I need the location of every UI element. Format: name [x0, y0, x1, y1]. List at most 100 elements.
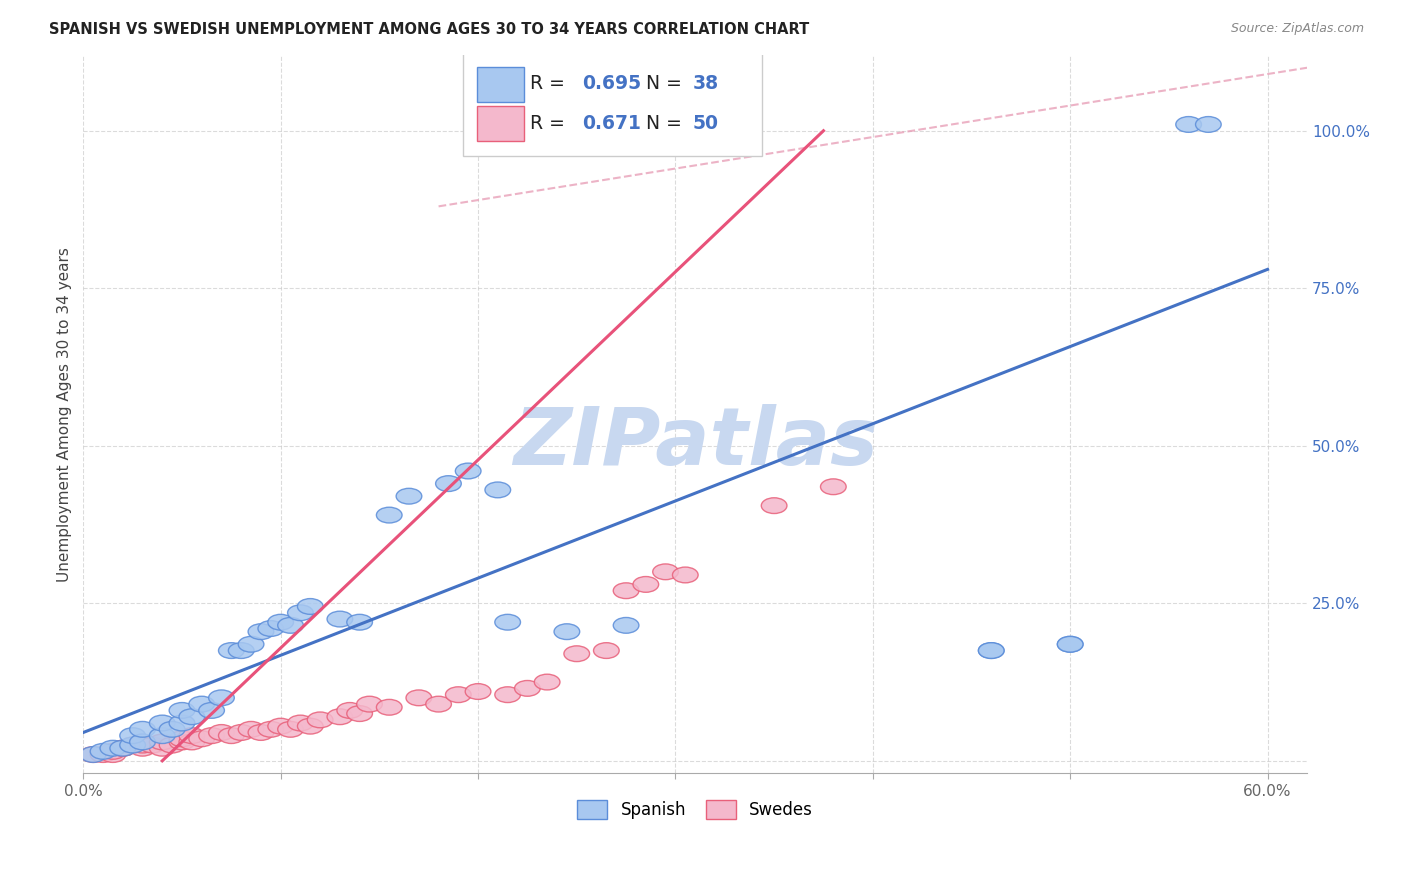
Ellipse shape	[288, 605, 314, 621]
Ellipse shape	[188, 731, 215, 747]
Ellipse shape	[129, 734, 155, 750]
Ellipse shape	[377, 508, 402, 523]
Ellipse shape	[485, 482, 510, 498]
Ellipse shape	[120, 728, 145, 744]
Ellipse shape	[979, 643, 1004, 658]
Ellipse shape	[188, 697, 215, 712]
Ellipse shape	[228, 643, 254, 658]
Ellipse shape	[979, 643, 1004, 658]
Y-axis label: Unemployment Among Ages 30 to 34 years: Unemployment Among Ages 30 to 34 years	[58, 247, 72, 582]
Ellipse shape	[139, 737, 165, 753]
Ellipse shape	[149, 715, 176, 731]
Ellipse shape	[149, 728, 176, 744]
Ellipse shape	[534, 674, 560, 690]
Ellipse shape	[515, 681, 540, 697]
FancyBboxPatch shape	[478, 67, 524, 102]
Ellipse shape	[347, 706, 373, 722]
Ellipse shape	[110, 740, 135, 756]
Ellipse shape	[278, 722, 304, 737]
Ellipse shape	[110, 740, 135, 756]
Ellipse shape	[100, 747, 125, 763]
Ellipse shape	[465, 683, 491, 699]
Ellipse shape	[436, 475, 461, 491]
Ellipse shape	[238, 636, 264, 652]
Ellipse shape	[169, 731, 195, 747]
Ellipse shape	[593, 643, 619, 658]
Text: N =: N =	[634, 114, 688, 133]
Ellipse shape	[613, 582, 638, 599]
Ellipse shape	[228, 724, 254, 740]
Ellipse shape	[179, 709, 205, 724]
Ellipse shape	[495, 615, 520, 630]
Ellipse shape	[247, 724, 274, 740]
Ellipse shape	[198, 728, 225, 744]
Ellipse shape	[90, 747, 115, 763]
Text: R =: R =	[530, 74, 571, 93]
Ellipse shape	[308, 712, 333, 728]
Ellipse shape	[159, 722, 186, 737]
Ellipse shape	[208, 724, 235, 740]
Text: SPANISH VS SWEDISH UNEMPLOYMENT AMONG AGES 30 TO 34 YEARS CORRELATION CHART: SPANISH VS SWEDISH UNEMPLOYMENT AMONG AG…	[49, 22, 810, 37]
Ellipse shape	[298, 599, 323, 615]
Ellipse shape	[208, 690, 235, 706]
Ellipse shape	[218, 728, 245, 744]
Ellipse shape	[1195, 117, 1222, 132]
Ellipse shape	[446, 687, 471, 703]
Ellipse shape	[169, 703, 195, 718]
Ellipse shape	[328, 611, 353, 627]
Text: 38: 38	[693, 74, 718, 93]
Ellipse shape	[564, 646, 589, 662]
Text: R =: R =	[530, 114, 571, 133]
Ellipse shape	[652, 564, 678, 580]
Ellipse shape	[1057, 636, 1083, 652]
Ellipse shape	[198, 703, 225, 718]
Ellipse shape	[406, 690, 432, 706]
Ellipse shape	[149, 734, 176, 750]
Ellipse shape	[90, 744, 115, 759]
Ellipse shape	[426, 697, 451, 712]
Ellipse shape	[328, 709, 353, 724]
Ellipse shape	[633, 576, 658, 592]
Ellipse shape	[1175, 117, 1202, 132]
Ellipse shape	[337, 703, 363, 718]
Ellipse shape	[672, 567, 699, 582]
Ellipse shape	[129, 740, 155, 756]
Text: 50: 50	[693, 114, 718, 133]
Ellipse shape	[278, 617, 304, 633]
FancyBboxPatch shape	[478, 106, 524, 141]
Ellipse shape	[218, 643, 245, 658]
Ellipse shape	[100, 740, 125, 756]
Ellipse shape	[1057, 636, 1083, 652]
Ellipse shape	[613, 617, 638, 633]
Ellipse shape	[179, 734, 205, 750]
Ellipse shape	[80, 747, 105, 763]
Ellipse shape	[257, 621, 284, 636]
Ellipse shape	[129, 722, 155, 737]
Ellipse shape	[761, 498, 787, 514]
Ellipse shape	[456, 463, 481, 479]
Text: N =: N =	[634, 74, 688, 93]
Ellipse shape	[298, 718, 323, 734]
FancyBboxPatch shape	[463, 52, 762, 156]
Ellipse shape	[120, 737, 145, 753]
Ellipse shape	[169, 715, 195, 731]
Ellipse shape	[247, 624, 274, 640]
Ellipse shape	[169, 734, 195, 750]
Ellipse shape	[80, 747, 105, 763]
Ellipse shape	[377, 699, 402, 715]
Ellipse shape	[159, 737, 186, 753]
Ellipse shape	[554, 624, 579, 640]
Ellipse shape	[110, 740, 135, 756]
Ellipse shape	[100, 744, 125, 759]
Text: 0.671: 0.671	[582, 114, 641, 133]
Ellipse shape	[129, 737, 155, 753]
Text: 0.695: 0.695	[582, 74, 641, 93]
Ellipse shape	[120, 737, 145, 753]
Legend: Spanish, Swedes: Spanish, Swedes	[571, 794, 820, 826]
Ellipse shape	[347, 615, 373, 630]
Text: ZIPatlas: ZIPatlas	[513, 404, 877, 482]
Ellipse shape	[267, 718, 294, 734]
Ellipse shape	[238, 722, 264, 737]
Ellipse shape	[357, 697, 382, 712]
Ellipse shape	[288, 715, 314, 731]
